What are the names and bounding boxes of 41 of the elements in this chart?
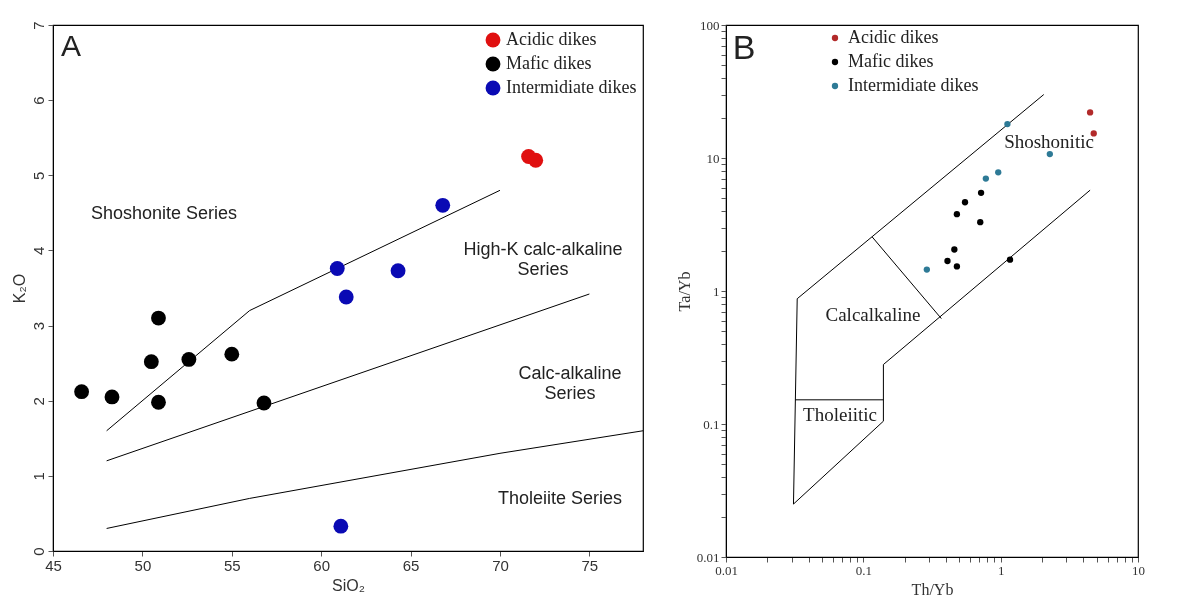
y-tick-label: 100 — [700, 17, 720, 33]
annotation: Calcalkaline — [825, 304, 921, 325]
annotation: Calc-alkaline Series — [518, 363, 622, 403]
y-tick-label: 10 — [706, 150, 720, 166]
y-tick-label: 7 — [29, 21, 47, 30]
x-tick-label: 10 — [1132, 562, 1145, 578]
x-axis-title: SiO₂ — [332, 576, 365, 594]
legend-label: Acidic dikes — [848, 27, 939, 47]
annotation: Shoshonitic — [1004, 131, 1094, 152]
y-tick-label: 0 — [29, 547, 47, 556]
y-tick-label: 5 — [29, 171, 47, 180]
annotation: Tholeiite Series — [497, 488, 623, 508]
x-tick-label: 50 — [134, 556, 152, 574]
y-tick-label: 0.1 — [703, 416, 720, 432]
y-tick-label: 1 — [713, 283, 720, 299]
annotation: High-K calc-alkaline Series — [463, 239, 623, 279]
y-tick-label: 3 — [29, 321, 47, 331]
annotation: Tholeiitic — [803, 404, 877, 425]
y-tick-label: 4 — [29, 246, 47, 256]
x-tick-label: 70 — [492, 556, 509, 574]
y-tick-label: 6 — [29, 96, 47, 105]
x-tick-label: 0.1 — [855, 562, 872, 578]
legend-label: Acidic dikes — [506, 29, 597, 49]
legend-label: Mafic dikes — [848, 51, 934, 71]
y-axis-title: Ta/Yb — [675, 271, 693, 312]
x-tick-label: 65 — [402, 556, 420, 574]
x-tick-label: 60 — [313, 556, 331, 574]
annotation: A — [60, 29, 82, 62]
x-tick-label: 45 — [45, 556, 62, 574]
y-axis-title: K₂O — [10, 273, 28, 304]
y-tick-label: 2 — [29, 397, 47, 406]
annotation: Shoshonite Series — [90, 203, 238, 223]
x-tick-label: 55 — [223, 556, 241, 574]
legend-label: Intermidiate dikes — [848, 75, 979, 95]
x-axis-title: Th/Yb — [911, 580, 954, 598]
x-tick-label: 1 — [997, 562, 1005, 578]
annotation: B — [732, 28, 756, 66]
x-tick-label: 75 — [581, 556, 599, 574]
y-tick-label: 1 — [29, 472, 47, 481]
legend-label: Intermidiate dikes — [506, 77, 637, 97]
legend-label: Mafic dikes — [506, 53, 592, 73]
